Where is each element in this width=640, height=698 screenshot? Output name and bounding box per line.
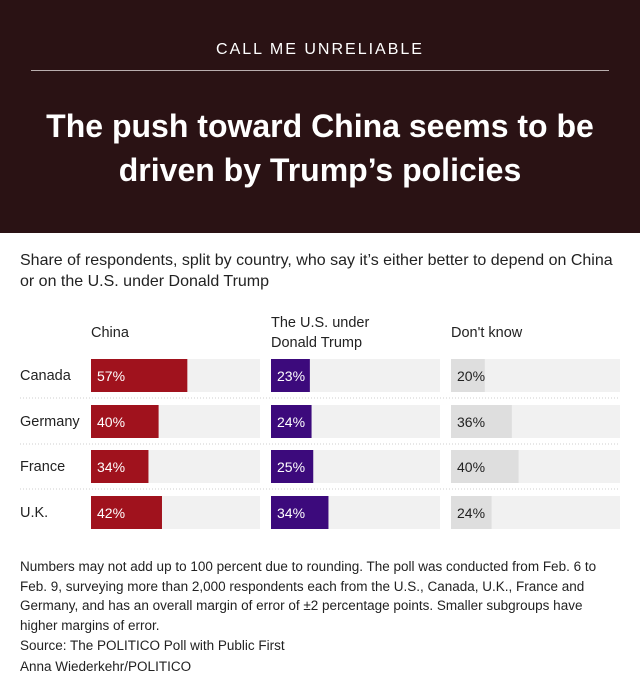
bar-china bbox=[91, 405, 159, 438]
chart-subtitle: Share of respondents, split by country, … bbox=[20, 252, 613, 290]
data-label-dont-know: 36% bbox=[457, 414, 485, 430]
credit-line: Anna Wiederkehr/POLITICO bbox=[20, 658, 192, 674]
data-label-china: 40% bbox=[97, 414, 125, 430]
category-label: Canada bbox=[20, 368, 72, 384]
chart-title: The push toward China seems to be driven… bbox=[46, 108, 594, 188]
bar-china bbox=[91, 450, 149, 483]
data-label-us: 24% bbox=[277, 414, 305, 430]
bar-dont-know bbox=[451, 359, 485, 392]
bar-dont-know bbox=[451, 405, 512, 438]
legend-dont-know: Don't know bbox=[451, 325, 523, 341]
bar-dont-know bbox=[451, 496, 492, 529]
source-line: Source: The POLITICO Poll with Public Fi… bbox=[20, 638, 285, 653]
header-divider bbox=[31, 70, 609, 71]
bar-us bbox=[271, 405, 312, 438]
header-banner: CALL ME UNRELIABLE The push toward China… bbox=[0, 0, 640, 233]
legend-us: The U.S. under Donald Trump bbox=[271, 315, 369, 351]
bar-dont-know bbox=[451, 450, 519, 483]
data-label-dont-know: 20% bbox=[457, 368, 485, 384]
data-label-us: 25% bbox=[277, 459, 305, 475]
legend-china: China bbox=[91, 325, 130, 341]
category-label: Germany bbox=[20, 414, 80, 430]
bar-chart: China The U.S. under Donald Trump Don't kno… bbox=[20, 315, 620, 529]
category-label: France bbox=[20, 459, 65, 475]
data-label-us: 34% bbox=[277, 505, 305, 521]
bar-us bbox=[271, 496, 329, 529]
data-label-dont-know: 24% bbox=[457, 505, 485, 521]
data-label-dont-know: 40% bbox=[457, 459, 485, 475]
data-label-china: 34% bbox=[97, 459, 125, 475]
bar-china bbox=[91, 359, 188, 392]
kicker: CALL ME UNRELIABLE bbox=[216, 41, 424, 58]
bar-us bbox=[271, 450, 314, 483]
data-label-china: 57% bbox=[97, 368, 125, 384]
bar-china bbox=[91, 496, 162, 529]
data-label-china: 42% bbox=[97, 505, 125, 521]
chart-notes: Numbers may not add up to 100 percent du… bbox=[20, 557, 620, 676]
category-label: U.K. bbox=[20, 505, 48, 521]
bar-us bbox=[271, 359, 310, 392]
footnote: Numbers may not add up to 100 percent du… bbox=[20, 559, 597, 633]
data-label-us: 23% bbox=[277, 368, 305, 384]
